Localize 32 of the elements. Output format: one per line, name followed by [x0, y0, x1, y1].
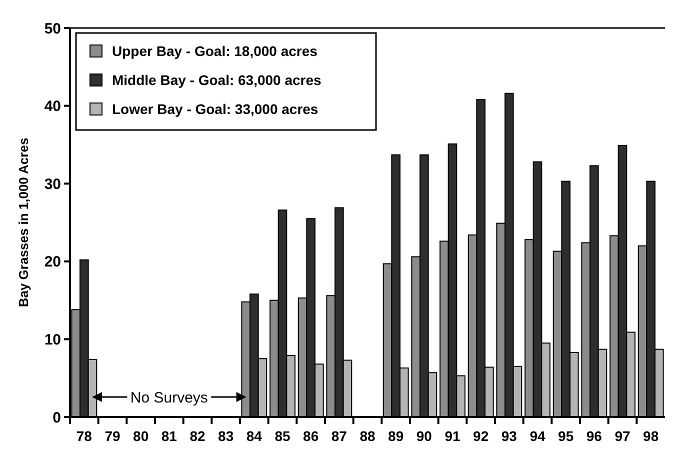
- annotation: No Surveys: [130, 389, 208, 406]
- y-tick-label: 20: [44, 254, 61, 271]
- x-tick-label: 85: [274, 428, 290, 444]
- legend-label: Lower Bay - Goal: 33,000 acres: [112, 100, 318, 117]
- y-tick-label: 10: [44, 331, 61, 348]
- x-tick-label: 81: [161, 428, 178, 444]
- x-tick-label: 88: [360, 428, 376, 444]
- x-tick-label: 82: [190, 428, 206, 444]
- x-tick-label: 78: [76, 428, 92, 444]
- x-tick-label: 93: [501, 428, 518, 444]
- x-tick-label: 90: [416, 428, 432, 444]
- legend-label: Middle Bay - Goal: 63,000 acres: [112, 72, 322, 88]
- x-tick-label: 98: [643, 428, 659, 444]
- x-tick-label: 87: [331, 428, 348, 444]
- x-tick-label: 83: [218, 428, 234, 444]
- x-tick-label: 79: [104, 428, 120, 444]
- x-tick-label: 92: [473, 428, 489, 444]
- x-tick-label: 96: [586, 428, 602, 444]
- x-tick-label: 86: [303, 428, 319, 444]
- x-tick-label: 84: [246, 428, 262, 444]
- y-tick-label: 40: [44, 98, 61, 116]
- y-tick-label: 0: [52, 409, 61, 426]
- x-tick-label: 80: [133, 428, 149, 444]
- legend-label: Upper Bay - Goal: 18,000 acres: [112, 42, 318, 59]
- x-tick-label: 91: [444, 428, 460, 444]
- x-tick-label: 95: [558, 428, 574, 444]
- x-tick-label: 89: [388, 428, 404, 444]
- x-tick-label: 94: [530, 428, 546, 444]
- y-tick-label: 50: [44, 20, 61, 38]
- x-tick-label: 97: [614, 428, 630, 444]
- y-tick-label: 30: [44, 176, 61, 193]
- y-axis-title: Bay Grasses in 1,000 Acres: [16, 138, 31, 308]
